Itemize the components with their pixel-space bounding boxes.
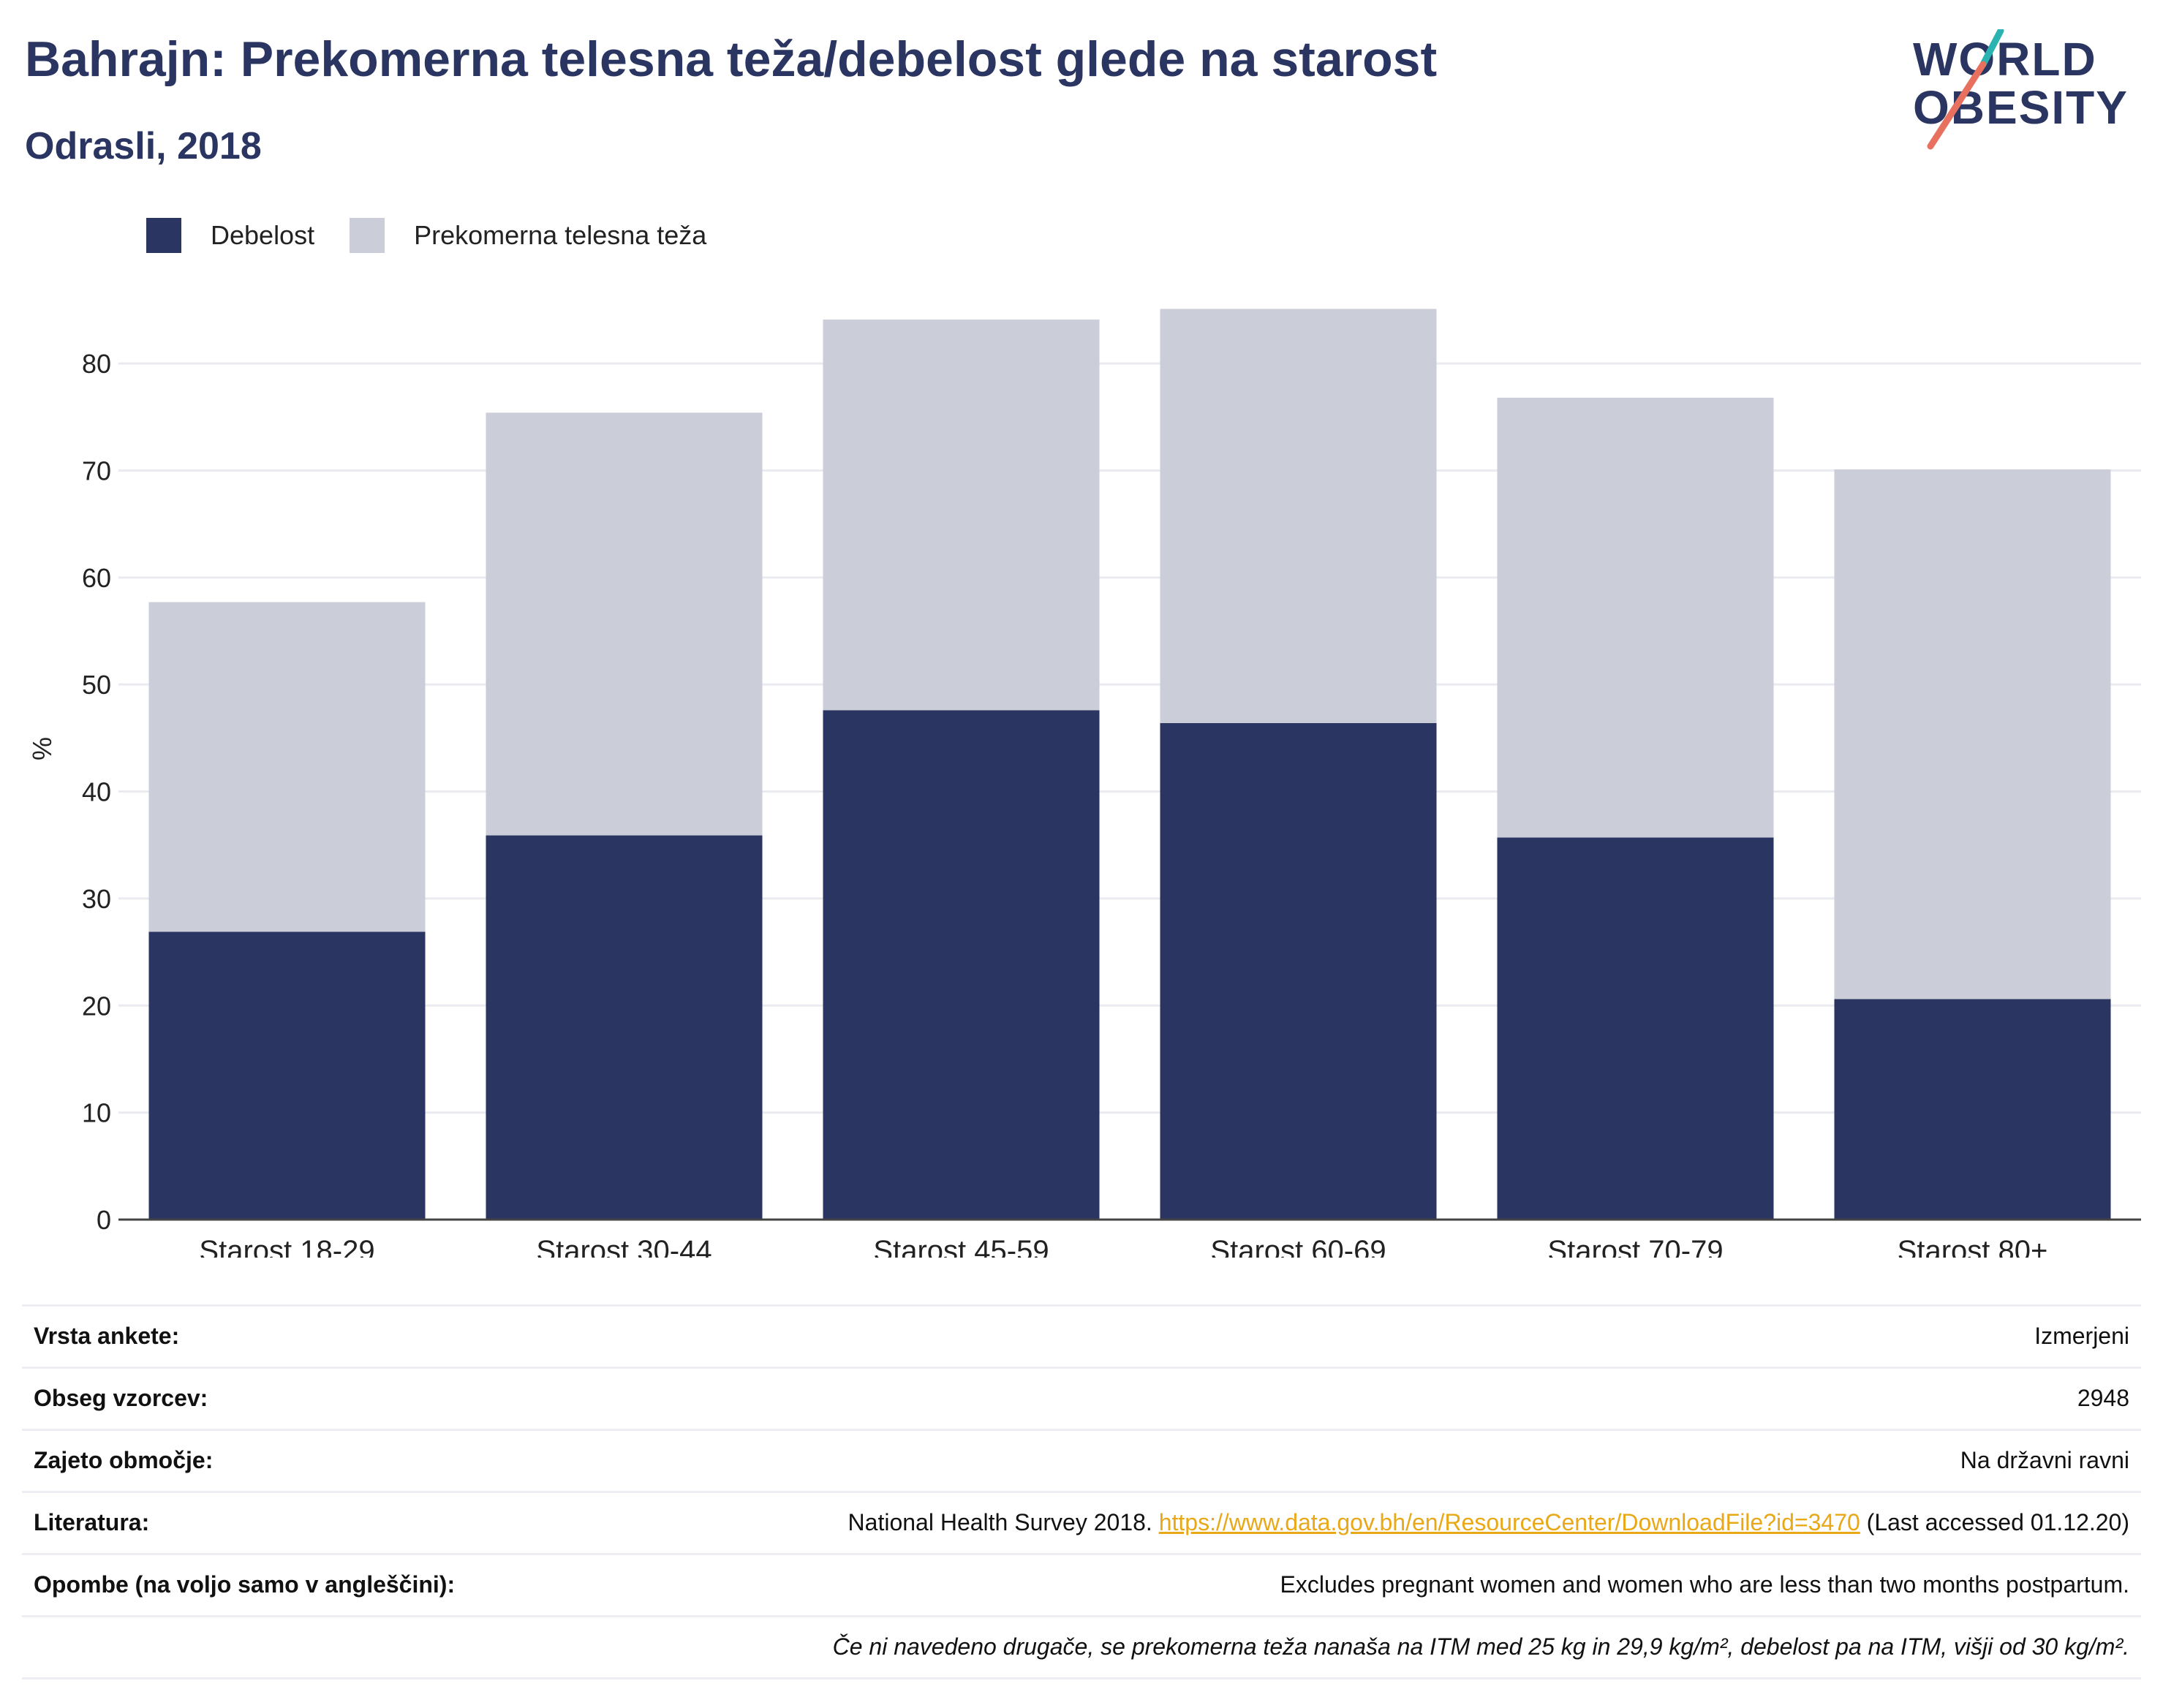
bar-overweight: [148, 602, 426, 932]
meta-row-coverage: Zajeto območje: Na državni ravni: [22, 1429, 2141, 1491]
meta-value: 2948: [2077, 1385, 2129, 1411]
logo-slash-icon: [1927, 29, 2004, 150]
x-tick-label: Starost 80+: [1898, 1235, 2048, 1258]
legend-label-obesity: Debelost: [211, 220, 315, 250]
legend-item-overweight[interactable]: Prekomerna telesna teža: [350, 218, 706, 253]
y-tick-label: 80: [82, 349, 111, 379]
chart-subtitle: Odrasli, 2018: [25, 125, 262, 167]
world-obesity-logo[interactable]: WORLD OBESITY: [1901, 29, 2143, 161]
chart-legend: Debelost Prekomerna telesna teža: [146, 216, 741, 254]
y-tick-label: 0: [97, 1205, 111, 1235]
bar-overweight: [486, 412, 763, 836]
meta-row-survey-type: Vrsta ankete: Izmerjeni: [22, 1304, 2141, 1367]
metadata-table: Vrsta ankete: Izmerjeni Obseg vzorcev: 2…: [22, 1304, 2141, 1679]
chart-title: Bahrajn: Prekomerna telesna teža/debelos…: [25, 31, 1438, 87]
logo-line-1: WORLD: [1913, 33, 2097, 86]
x-tick-label: Starost 45-59: [873, 1235, 1049, 1258]
meta-row-notes: Opombe (na voljo samo v angleščini): Exc…: [22, 1553, 2141, 1615]
bar-overweight: [1834, 469, 2111, 1000]
logo-line-2: OBESITY: [1913, 81, 2129, 134]
meta-label: Literatura:: [34, 1509, 150, 1535]
legend-swatch-overweight: [350, 218, 385, 253]
bar-obesity: [823, 710, 1100, 1220]
meta-label: Obseg vzorcev:: [34, 1385, 208, 1411]
meta-value: Izmerjeni: [2034, 1323, 2129, 1349]
meta-row-definition: Če ni navedeno drugače, se prekomerna te…: [22, 1615, 2141, 1679]
meta-value-reference: National Health Survey 2018. https://www…: [848, 1509, 2129, 1536]
reference-link[interactable]: https://www.data.gov.bh/en/ResourceCente…: [1158, 1509, 1860, 1535]
reference-accessed: (Last accessed 01.12.20): [1860, 1509, 2129, 1535]
meta-value: Na državni ravni: [1960, 1447, 2129, 1473]
y-tick-label: 40: [82, 777, 111, 807]
reference-text: National Health Survey 2018.: [848, 1509, 1159, 1535]
x-tick-label: Starost 18-29: [199, 1235, 374, 1258]
y-tick-label: 60: [82, 563, 111, 593]
bar-obesity: [1834, 999, 2111, 1220]
x-tick-label: Starost 30-44: [536, 1235, 711, 1258]
y-tick-label: 10: [82, 1098, 111, 1128]
meta-label: Opombe (na voljo samo v angleščini):: [34, 1571, 456, 1598]
meta-value-definition: Če ni navedeno drugače, se prekomerna te…: [832, 1633, 2129, 1660]
bar-obesity: [148, 932, 426, 1220]
bar-overweight: [1497, 397, 1774, 838]
bar-obesity: [486, 835, 763, 1220]
y-tick-label: 50: [82, 670, 111, 700]
bar-overweight: [823, 320, 1100, 711]
bar-obesity: [1160, 722, 1437, 1220]
meta-label: Zajeto območje:: [34, 1447, 214, 1473]
legend-label-overweight: Prekomerna telesna teža: [414, 220, 707, 250]
y-tick-label: 20: [82, 991, 111, 1021]
bar-overweight: [1160, 309, 1437, 723]
meta-row-sample-size: Obseg vzorcev: 2948: [22, 1367, 2141, 1429]
x-tick-label: Starost 60-69: [1210, 1235, 1386, 1258]
y-tick-label: 70: [82, 456, 111, 485]
meta-label: Vrsta ankete:: [34, 1323, 180, 1349]
meta-row-references: Literatura: National Health Survey 2018.…: [22, 1491, 2141, 1553]
y-tick-label: 30: [82, 884, 111, 914]
legend-item-obesity[interactable]: Debelost: [146, 218, 314, 253]
bar-obesity: [1497, 837, 1774, 1220]
meta-value: Excludes pregnant women and women who ar…: [1280, 1571, 2129, 1598]
legend-swatch-obesity: [146, 218, 181, 253]
bar-chart: 0 10 20 30 40 50 60 70 80% Starost 18-29 Starost 3…: [27, 309, 2141, 1258]
x-tick-label: Starost 70-79: [1547, 1235, 1723, 1258]
y-axis-label: %: [27, 737, 57, 760]
